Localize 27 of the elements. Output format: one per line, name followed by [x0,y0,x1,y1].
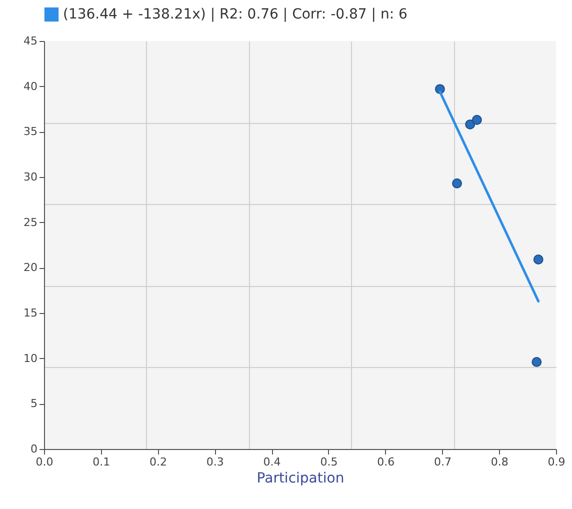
x-tick-label: 0.7 [434,456,452,468]
x-tick-label: 0.6 [377,456,395,468]
y-tick-label: 10 [24,352,38,365]
point [465,119,476,130]
point [472,114,482,125]
x-tick-label: 0.9 [548,456,566,468]
x-tick-label: 0.0 [36,456,54,468]
y-tick-label: 0 [30,442,38,456]
y-tick-label: 45 [24,34,38,48]
x-tick-label: 0.8 [490,456,508,468]
x-tick-label: 0.5 [320,456,338,468]
y-tick-label: 40 [24,80,38,93]
point [452,178,462,188]
y-tick-label: 35 [24,125,38,138]
y-tick-label: 20 [24,261,38,274]
y-tick-label: 15 [24,306,38,320]
y-tick-label: 30 [24,170,38,184]
legend-label: (136.44 + -138.21x) | R2: 0.76 | Corr: -0.87 | n: 6 [63,6,408,22]
point [533,254,544,264]
x-tick-label: 0.4 [263,456,281,468]
x-tick-label: 0.1 [92,456,110,468]
x-tick-label: 0.3 [206,456,224,468]
y-tick-label: 5 [30,397,38,410]
point [532,356,542,367]
x-tick-label: 0.2 [150,456,168,468]
y-tick-label: 25 [24,216,38,229]
x-axis-title: Participation [256,470,344,486]
